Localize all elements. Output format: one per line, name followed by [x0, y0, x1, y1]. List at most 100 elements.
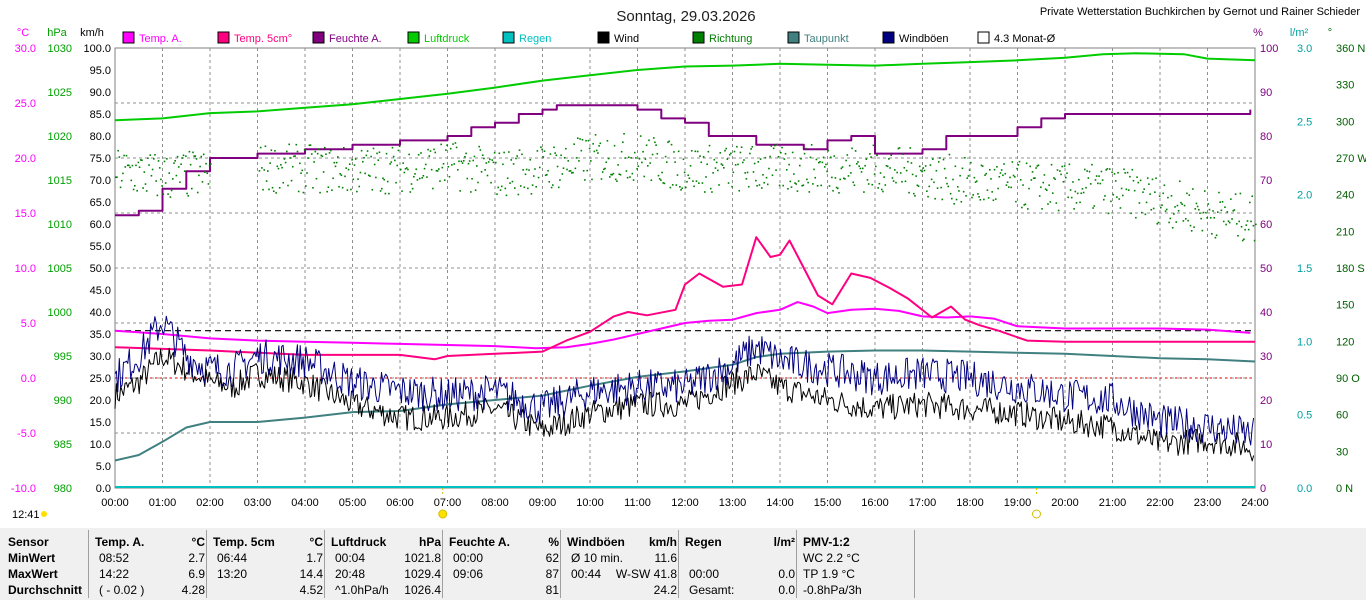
direction-point — [578, 160, 580, 162]
direction-point — [480, 171, 483, 173]
direction-point — [631, 172, 634, 175]
direction-point — [188, 150, 191, 153]
direction-point — [139, 159, 142, 161]
rain-tick-label: 0.0 — [1297, 483, 1312, 495]
direction-point — [1190, 230, 1193, 232]
direction-point — [690, 149, 693, 152]
direction-point — [917, 185, 920, 187]
direction-point — [205, 162, 207, 165]
direction-point — [921, 170, 923, 173]
direction-point — [1065, 176, 1067, 179]
direction-point — [552, 184, 554, 186]
direction-point — [529, 158, 532, 161]
direction-point — [314, 150, 317, 153]
wind-tick-label: 15.0 — [90, 417, 111, 429]
direction-point — [1057, 209, 1060, 212]
direction-point — [851, 147, 853, 150]
humidity-tick-label: 60 — [1260, 219, 1272, 231]
direction-point — [856, 162, 858, 165]
direction-point — [973, 176, 976, 179]
direction-point — [747, 185, 750, 188]
direction-point — [929, 164, 932, 166]
direction-point — [595, 149, 598, 152]
direction-point — [777, 155, 780, 158]
direction-point — [331, 189, 333, 191]
direction-point — [619, 173, 622, 176]
wind-tick-label: 50.0 — [90, 263, 111, 275]
direction-point — [137, 161, 140, 164]
direction-point — [548, 181, 551, 183]
direction-point — [696, 150, 699, 153]
direction-point — [663, 182, 666, 185]
direction-point — [473, 155, 476, 158]
legend-swatch — [977, 31, 990, 44]
direction-point — [707, 150, 710, 153]
direction-point — [725, 147, 727, 150]
direction-point — [711, 191, 713, 193]
direction-point — [713, 158, 716, 161]
direction-point — [658, 178, 661, 180]
direction-point — [743, 159, 745, 161]
direction-point — [556, 165, 559, 168]
direction-point — [173, 162, 175, 164]
direction-point — [168, 172, 171, 174]
direction-point — [1249, 201, 1251, 204]
direction-point — [401, 190, 403, 192]
direction-point — [423, 167, 426, 170]
direction-point — [185, 155, 187, 157]
direction-point — [329, 149, 332, 152]
direction-point — [829, 156, 832, 159]
direction-point — [968, 169, 971, 171]
direction-point — [527, 187, 529, 190]
direction-point — [1227, 220, 1230, 222]
direction-point — [284, 161, 287, 164]
direction-point — [576, 137, 579, 139]
temp-tick-label: -5.0 — [17, 428, 36, 440]
direction-point — [174, 160, 176, 162]
direction-point — [267, 170, 269, 172]
direction-point — [1006, 181, 1009, 184]
direction-point — [1194, 208, 1197, 210]
direction-point — [676, 174, 679, 176]
direction-point — [854, 150, 857, 152]
direction-point — [977, 193, 979, 195]
pressure-tick-label: 995 — [54, 351, 72, 363]
table-separator — [88, 530, 89, 598]
direction-point — [474, 189, 477, 192]
table-time: 06:44 — [217, 551, 248, 565]
direction-point — [202, 153, 205, 156]
direction-point — [1070, 196, 1073, 199]
direction-point — [1150, 208, 1153, 211]
direction-point — [886, 165, 889, 168]
direction-point — [462, 160, 465, 162]
direction-tick-label: 90 O — [1336, 373, 1360, 385]
direction-point — [1051, 192, 1054, 194]
direction-point — [1240, 225, 1243, 228]
direction-point — [1073, 208, 1075, 210]
direction-point — [863, 191, 865, 193]
direction-point — [318, 148, 320, 150]
direction-point — [402, 162, 404, 164]
direction-point — [262, 188, 264, 191]
direction-point — [1221, 200, 1224, 203]
direction-point — [993, 168, 996, 171]
direction-point — [1182, 220, 1185, 222]
direction-point — [1111, 171, 1113, 174]
direction-point — [369, 175, 371, 177]
direction-point — [879, 172, 882, 174]
direction-point — [637, 165, 640, 167]
direction-point — [719, 152, 722, 154]
direction-point — [549, 153, 552, 155]
direction-point — [479, 149, 482, 151]
direction-point — [454, 142, 457, 144]
direction-point — [499, 189, 502, 191]
direction-point — [542, 156, 545, 158]
humidity-tick-label: 100 — [1260, 43, 1278, 55]
chart-title: Sonntag, 29.03.2026 — [616, 8, 755, 25]
table-row-label: WC 2.2 °C — [803, 551, 860, 565]
direction-point — [1011, 161, 1014, 163]
direction-point — [352, 178, 355, 181]
direction-point — [1015, 200, 1017, 203]
direction-point — [599, 142, 602, 145]
direction-point — [516, 155, 518, 157]
